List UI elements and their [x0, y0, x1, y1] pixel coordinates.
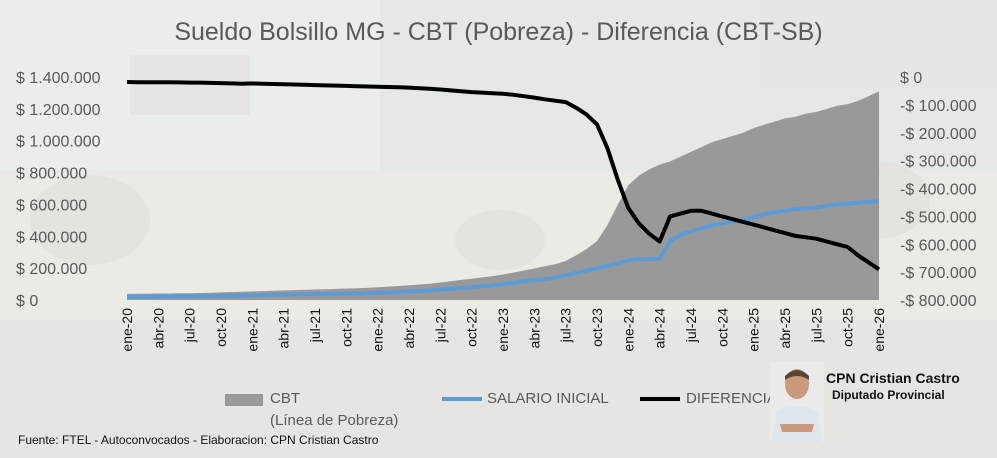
x-axis-tick-label: oct-23	[589, 308, 605, 347]
x-axis-tick-label: oct-24	[714, 308, 730, 347]
x-axis-tick-label: abr-23	[526, 308, 542, 349]
right-axis-tick-label: $ 0	[900, 70, 922, 87]
x-axis-tick-label: oct-25	[840, 308, 856, 347]
left-axis-tick-label: $ 0	[16, 293, 38, 310]
left-axis-tick-label: $ 600.000	[16, 197, 87, 214]
legend-diferencia-label: DIFERENCIA	[686, 390, 777, 407]
legend-diferencia-swatch	[640, 397, 680, 401]
x-axis-tick-label: ene-23	[495, 308, 511, 352]
legend-cbt-swatch	[225, 394, 263, 406]
right-axis-tick-label: -$ 800.000	[900, 293, 977, 310]
x-axis-tick-label: ene-24	[620, 308, 636, 352]
left-axis-tick-label: $ 1.000.000	[16, 134, 101, 151]
x-axis-tick-label: ene-22	[370, 308, 386, 352]
x-axis-ticks: ene-20 abr-20 jul-20 oct-20 ene-21 abr-21 jul-…	[119, 308, 887, 352]
right-axis-ticks: $ 0 -$ 100.000 -$ 200.000 -$ 300.000 -$ 400.…	[900, 70, 977, 310]
legend-salario-swatch	[442, 397, 482, 401]
left-axis-tick-label: $ 800.000	[16, 166, 87, 183]
x-axis-tick-label: oct-22	[464, 308, 480, 347]
right-axis-tick-label: -$ 700.000	[900, 265, 977, 282]
x-axis-tick-label: ene-25	[746, 308, 762, 352]
salario-inicial-line	[126, 199, 880, 299]
right-axis-tick-label: -$ 100.000	[900, 98, 977, 115]
x-axis-tick-label: ene-21	[244, 308, 260, 352]
x-axis-tick-label: abr-22	[401, 308, 417, 349]
x-axis-tick-label: jul-21	[307, 308, 323, 343]
x-axis-tick-label: abr-25	[777, 308, 793, 349]
cbt-area	[127, 91, 879, 300]
source-note: Fuente: FTEL - Autoconvocados - Elaborac…	[18, 433, 379, 447]
right-axis-tick-label: -$ 500.000	[900, 209, 977, 226]
x-axis-tick-label: jul-25	[808, 308, 824, 343]
author-photo	[770, 362, 824, 442]
x-axis-tick-label: jul-24	[683, 308, 699, 343]
cbt-area-layer	[127, 91, 879, 300]
x-axis-tick-label: ene-26	[871, 308, 887, 352]
x-axis-tick-label: oct-20	[213, 308, 229, 347]
salario-line-layer	[126, 199, 880, 299]
x-axis-tick-label: abr-24	[652, 308, 668, 349]
x-axis-tick-label: abr-20	[150, 308, 166, 349]
diferencia-line	[126, 80, 881, 271]
legend-salario-label: SALARIO INICIAL	[487, 390, 609, 407]
x-axis-tick-label: abr-21	[276, 308, 292, 349]
x-axis-tick-label: jul-20	[182, 308, 198, 343]
chart-title: Sueldo Bolsillo MG - CBT (Pobreza) - Dif…	[174, 18, 823, 46]
right-axis-tick-label: -$ 600.000	[900, 237, 977, 254]
left-axis-ticks: $ 0 $ 200.000 $ 400.000 $ 600.000 $ 800.000 $…	[16, 70, 101, 310]
right-axis-tick-label: -$ 400.000	[900, 182, 977, 199]
left-axis-tick-label: $ 1.200.000	[16, 102, 101, 119]
x-axis-tick-label: oct-21	[338, 308, 354, 347]
x-axis-tick-label: jul-22	[432, 308, 448, 343]
legend-cbt-sublabel: (Línea de Pobreza)	[270, 412, 399, 429]
legend-cbt-label: CBT	[270, 390, 300, 407]
right-axis-tick-label: -$ 200.000	[900, 126, 977, 143]
diferencia-line-layer	[126, 80, 881, 271]
right-axis-tick-label: -$ 300.000	[900, 154, 977, 171]
left-axis-tick-label: $ 200.000	[16, 261, 87, 278]
left-axis-tick-label: $ 400.000	[16, 229, 87, 246]
author-role: Diputado Provincial	[832, 388, 945, 402]
author-name: CPN Cristian Castro	[826, 370, 960, 386]
x-axis-tick-label: jul-23	[558, 308, 574, 343]
left-axis-tick-label: $ 1.400.000	[16, 70, 101, 87]
x-axis-tick-label: ene-20	[119, 308, 135, 352]
